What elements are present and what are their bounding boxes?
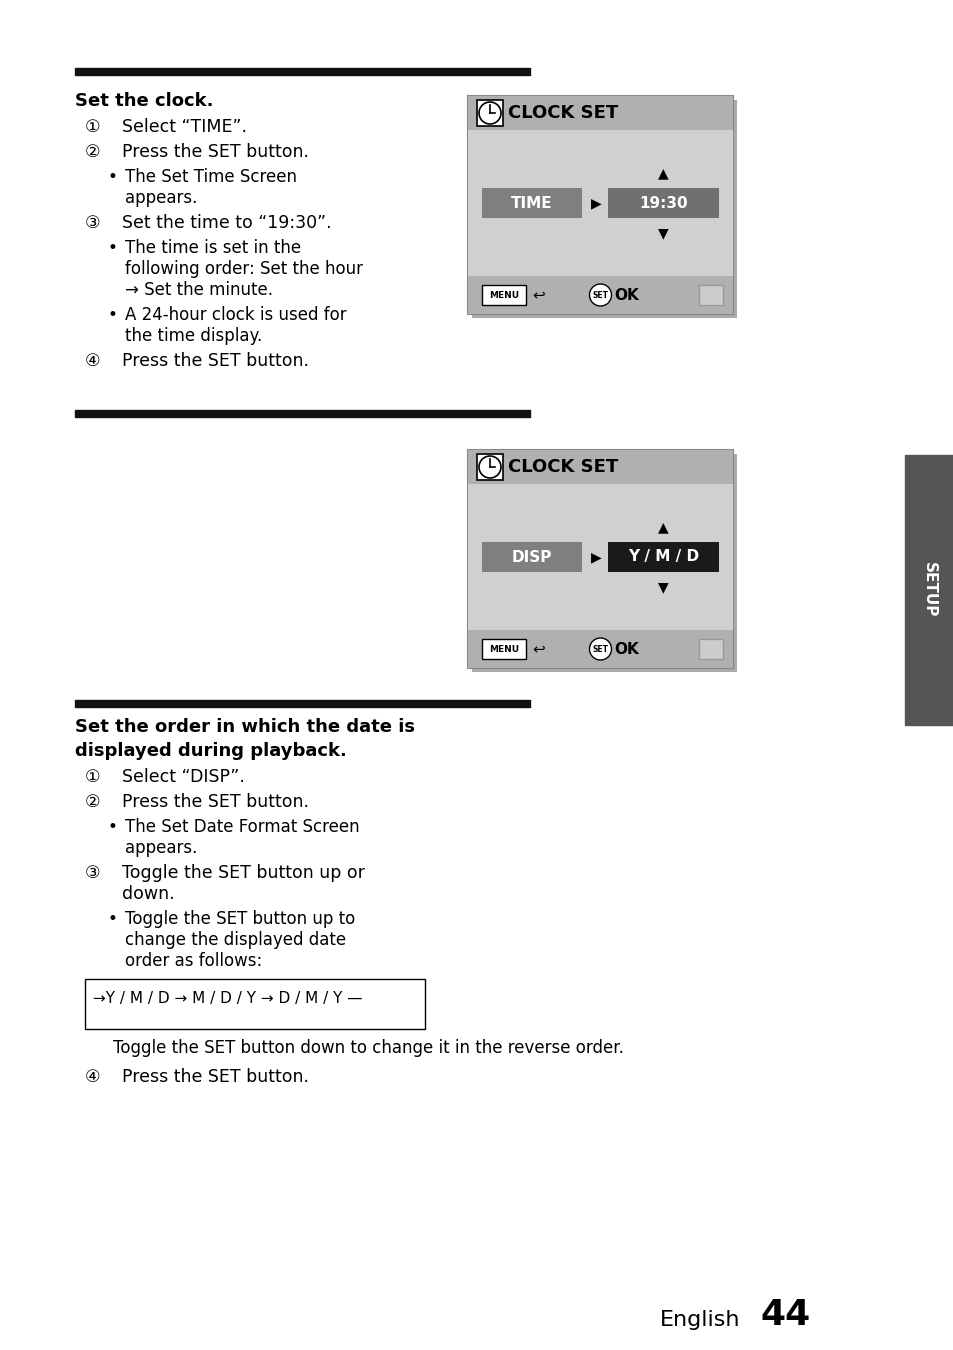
- Text: Select “DISP”.: Select “DISP”.: [122, 768, 245, 786]
- Text: English: English: [659, 1310, 740, 1330]
- Circle shape: [589, 639, 611, 660]
- Bar: [468, 96, 732, 130]
- Bar: [468, 96, 732, 315]
- Bar: [75, 410, 530, 417]
- Text: Set the time to “19:30”.: Set the time to “19:30”.: [122, 215, 332, 232]
- Bar: [85, 979, 424, 1029]
- Text: SET: SET: [592, 290, 608, 300]
- Text: Y / M / D: Y / M / D: [627, 549, 699, 564]
- Text: MENU: MENU: [489, 290, 518, 300]
- Bar: [476, 454, 502, 481]
- Text: ▲: ▲: [658, 520, 668, 535]
- Text: ①: ①: [85, 768, 100, 786]
- Text: ↩: ↩: [532, 641, 544, 656]
- Bar: [468, 450, 732, 485]
- Text: OK: OK: [614, 641, 639, 656]
- Text: •: •: [108, 306, 118, 324]
- Text: Toggle the SET button up or: Toggle the SET button up or: [122, 864, 364, 882]
- Text: down.: down.: [122, 886, 174, 903]
- Bar: [481, 188, 581, 217]
- Text: →Y / M / D → M / D / Y → D / M / Y —: →Y / M / D → M / D / Y → D / M / Y —: [92, 991, 362, 1006]
- Circle shape: [478, 103, 500, 124]
- Text: ②: ②: [85, 792, 100, 811]
- Text: CLOCK SET: CLOCK SET: [507, 458, 618, 477]
- Text: Toggle the SET button up to: Toggle the SET button up to: [125, 910, 355, 927]
- Text: OK: OK: [614, 288, 639, 302]
- Text: ③: ③: [85, 215, 100, 232]
- Circle shape: [478, 456, 500, 478]
- Bar: [476, 100, 502, 126]
- Text: ▶: ▶: [590, 196, 600, 211]
- Text: The time is set in the: The time is set in the: [125, 239, 301, 256]
- Text: •: •: [108, 167, 118, 186]
- Bar: [468, 130, 732, 275]
- Text: displayed during playback.: displayed during playback.: [75, 743, 347, 760]
- Text: CLOCK SET: CLOCK SET: [507, 104, 618, 122]
- Text: •: •: [108, 239, 118, 256]
- Bar: [699, 285, 722, 305]
- Text: A 24-hour clock is used for: A 24-hour clock is used for: [125, 306, 346, 324]
- Bar: [699, 639, 722, 659]
- Text: The Set Time Screen: The Set Time Screen: [125, 167, 296, 186]
- Bar: [468, 275, 732, 315]
- Text: Press the SET button.: Press the SET button.: [122, 792, 309, 811]
- Text: MENU: MENU: [489, 644, 518, 653]
- Text: DISP: DISP: [511, 549, 552, 564]
- Bar: [472, 454, 737, 672]
- Bar: [481, 541, 581, 572]
- Text: ▼: ▼: [658, 580, 668, 594]
- Text: ④: ④: [85, 1068, 100, 1085]
- Text: appears.: appears.: [125, 189, 197, 207]
- Text: Press the SET button.: Press the SET button.: [122, 352, 309, 370]
- Bar: [468, 450, 732, 668]
- Text: Select “TIME”.: Select “TIME”.: [122, 117, 247, 136]
- Text: 44: 44: [760, 1297, 809, 1332]
- Text: ▼: ▼: [658, 225, 668, 240]
- Text: ④: ④: [85, 352, 100, 370]
- Text: order as follows:: order as follows:: [125, 952, 262, 971]
- Text: 19:30: 19:30: [639, 196, 687, 211]
- Bar: [904, 455, 952, 725]
- Text: the time display.: the time display.: [125, 327, 262, 346]
- Text: Press the SET button.: Press the SET button.: [122, 143, 309, 161]
- Text: change the displayed date: change the displayed date: [125, 931, 346, 949]
- Bar: [607, 188, 719, 217]
- Text: Toggle the SET button down to change it in the reverse order.: Toggle the SET button down to change it …: [112, 1040, 623, 1057]
- Text: Set the order in which the date is: Set the order in which the date is: [75, 718, 415, 736]
- Circle shape: [589, 284, 611, 306]
- Text: → Set the minute.: → Set the minute.: [125, 281, 273, 298]
- Text: Press the SET button.: Press the SET button.: [122, 1068, 309, 1085]
- Text: ▲: ▲: [658, 166, 668, 180]
- Text: appears.: appears.: [125, 838, 197, 857]
- Bar: [75, 701, 530, 707]
- Text: The Set Date Format Screen: The Set Date Format Screen: [125, 818, 359, 836]
- Text: Set the clock.: Set the clock.: [75, 92, 213, 109]
- Text: TIME: TIME: [511, 196, 552, 211]
- Text: ①: ①: [85, 117, 100, 136]
- Bar: [481, 639, 525, 659]
- Bar: [468, 630, 732, 668]
- Bar: [468, 485, 732, 630]
- Text: ③: ③: [85, 864, 100, 882]
- Bar: [75, 68, 530, 76]
- Text: SETUP: SETUP: [921, 563, 936, 618]
- Text: •: •: [108, 818, 118, 836]
- Text: SET: SET: [592, 644, 608, 653]
- Text: •: •: [108, 910, 118, 927]
- Text: ②: ②: [85, 143, 100, 161]
- Text: ▶: ▶: [590, 549, 600, 564]
- Bar: [607, 541, 719, 572]
- Text: following order: Set the hour: following order: Set the hour: [125, 261, 363, 278]
- Bar: [472, 100, 737, 319]
- Text: ↩: ↩: [532, 288, 544, 302]
- Bar: [481, 285, 525, 305]
